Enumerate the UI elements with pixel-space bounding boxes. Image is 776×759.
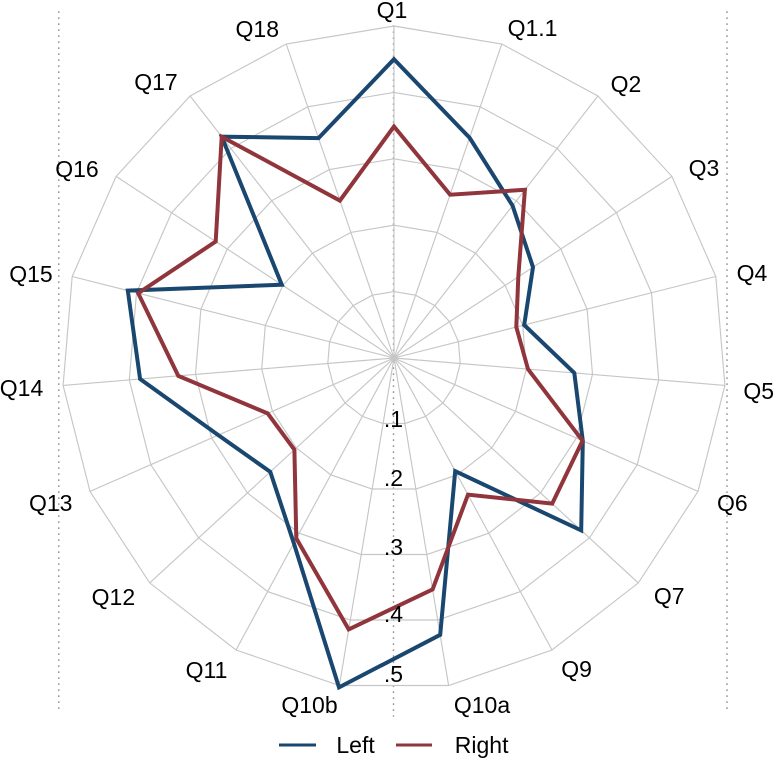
svg-text:Q9: Q9 <box>561 656 592 682</box>
svg-text:Q15: Q15 <box>9 261 52 287</box>
svg-text:Q17: Q17 <box>134 69 177 95</box>
svg-text:.3: .3 <box>384 534 403 560</box>
svg-text:.1: .1 <box>384 406 403 432</box>
svg-text:Right: Right <box>455 732 509 758</box>
svg-text:Q12: Q12 <box>92 584 135 610</box>
svg-text:Q14: Q14 <box>0 375 43 401</box>
svg-text:Q2: Q2 <box>611 71 642 97</box>
svg-text:.4: .4 <box>384 601 403 627</box>
svg-text:Q11: Q11 <box>186 657 228 683</box>
svg-text:Q1.1: Q1.1 <box>508 15 558 41</box>
svg-text:Q16: Q16 <box>55 156 98 182</box>
svg-text:Q10b: Q10b <box>281 692 337 718</box>
svg-text:Q3: Q3 <box>689 155 720 181</box>
svg-text:Q18: Q18 <box>236 16 279 42</box>
svg-text:Q13: Q13 <box>29 490 72 516</box>
svg-text:Q6: Q6 <box>717 490 748 516</box>
svg-text:Left: Left <box>336 732 375 758</box>
svg-text:.2: .2 <box>384 465 403 491</box>
svg-text:Q10a: Q10a <box>454 692 510 718</box>
svg-text:.5: .5 <box>384 661 403 687</box>
svg-text:Q5: Q5 <box>743 378 774 404</box>
svg-text:Q7: Q7 <box>654 583 685 609</box>
svg-text:Q1: Q1 <box>377 0 408 23</box>
svg-text:Q4: Q4 <box>737 260 768 286</box>
